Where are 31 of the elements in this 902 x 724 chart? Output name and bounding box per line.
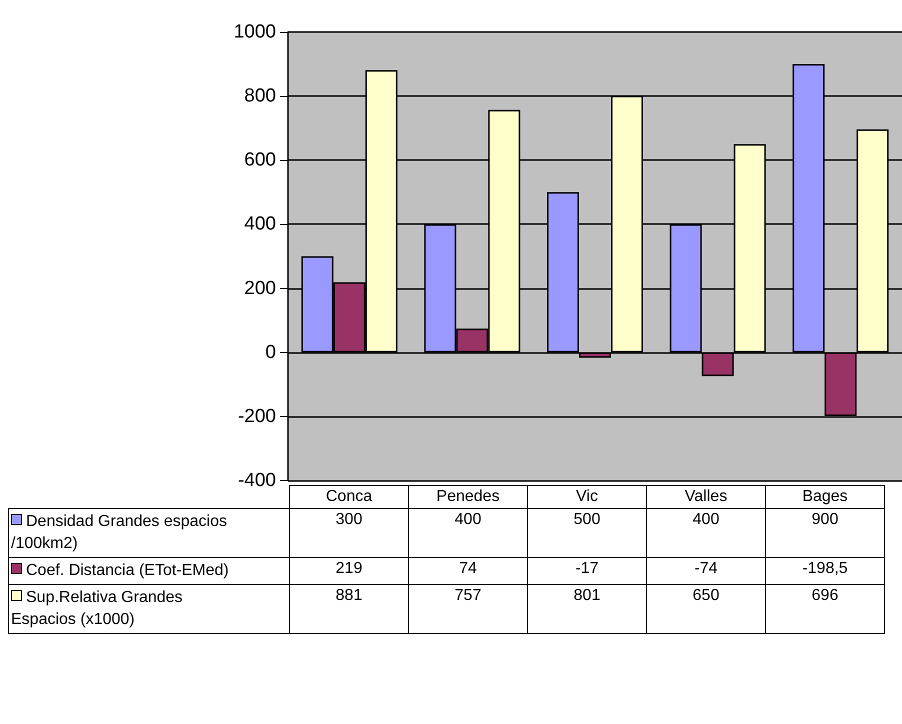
x-tick-label: Penedes [408, 486, 528, 508]
data-label: 801 [528, 584, 646, 634]
x-tick-label: Conca [290, 486, 408, 508]
data-label: 219 [290, 558, 408, 584]
legend-label: Densidad Grandes espacios /100km2) [8, 508, 290, 558]
data-label: 500 [528, 508, 646, 558]
x-tick-label: Vic [528, 486, 646, 508]
data-label: -198,5 [766, 558, 884, 584]
data-label: -17 [528, 558, 646, 584]
data-label: 74 [408, 558, 528, 584]
data-label: 400 [646, 508, 766, 558]
y-tick-label: 200 [244, 278, 276, 299]
x-tick-label: Valles [646, 486, 766, 508]
data-label: 300 [290, 508, 408, 558]
data-label: 650 [646, 584, 766, 634]
y-tick-label: 1000 [234, 22, 276, 42]
y-tick-label: 600 [244, 150, 276, 171]
data-label: 757 [408, 584, 528, 634]
data-label: 696 [766, 584, 884, 634]
y-tick-label: 0 [265, 342, 276, 363]
data-label: 400 [408, 508, 528, 558]
legend-label: Sup.Relativa Grandes Espacios (x1000) [8, 584, 290, 634]
legend-label: Coef. Distancia (ETot-EMed) [8, 558, 290, 584]
y-tick-label: -200 [238, 406, 276, 427]
x-tick-label: Bages [766, 486, 884, 508]
data-label: -74 [646, 558, 766, 584]
y-tick-label: -400 [238, 470, 276, 491]
data-label: 881 [290, 584, 408, 634]
y-tick-label: 400 [244, 214, 276, 235]
y-tick-label: 800 [244, 86, 276, 107]
data-label: 900 [766, 508, 884, 558]
